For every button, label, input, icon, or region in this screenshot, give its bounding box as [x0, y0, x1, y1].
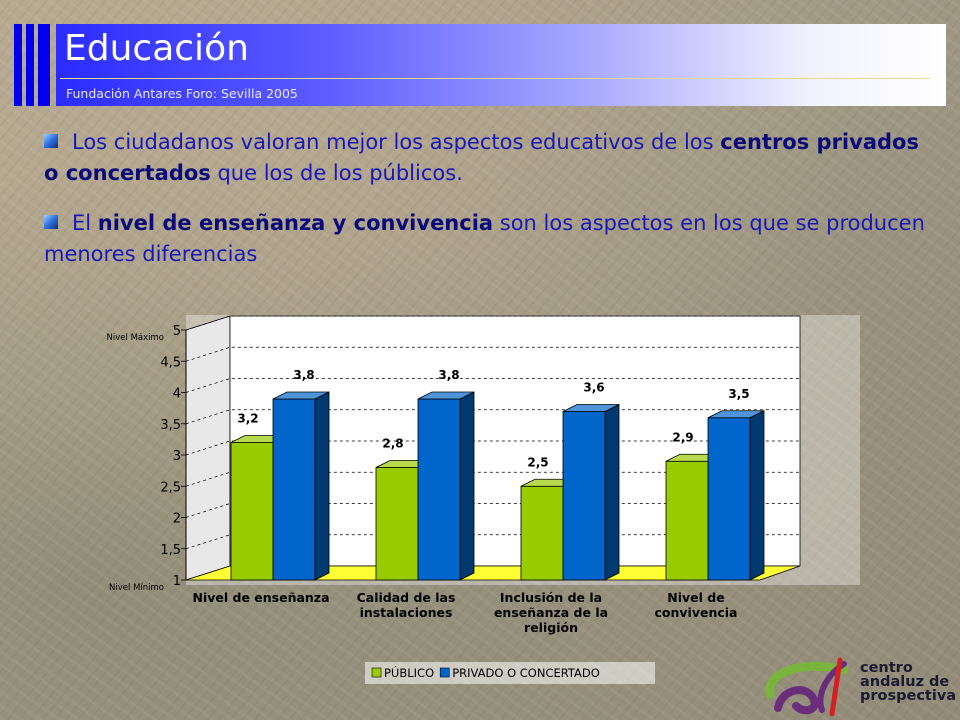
bullet-point-2: El nivel de enseñanza y convivencia son …: [44, 208, 934, 270]
data-label: 3,8: [293, 368, 314, 382]
legend-box: [365, 662, 655, 684]
y-annotation-label: Nivel Mínimo: [109, 583, 164, 593]
data-label: 2,8: [382, 437, 403, 451]
bar-top: [707, 410, 765, 419]
data-label: 2,9: [672, 430, 693, 444]
legend-swatch: [439, 667, 450, 678]
y-tick-label: 3,5: [160, 418, 181, 433]
legend-label: PÚBLICO: [384, 665, 434, 680]
logo-line-3: prospectiva: [860, 688, 957, 704]
header-band: [56, 24, 946, 106]
y-tick-label: 2: [173, 512, 181, 527]
y-tick-label: 4: [173, 387, 181, 402]
y-tick-label: 3: [173, 449, 181, 464]
x-tick-label: Nivel de enseñanza: [192, 590, 329, 605]
bullet-point-1: Los ciudadanos valoran mejor los aspecto…: [44, 127, 934, 189]
bullet-2-part-2: nivel de enseñanza y convivencia: [97, 211, 494, 235]
data-label: 3,8: [438, 368, 459, 382]
bullet-square-icon: [44, 134, 58, 148]
bullet-1-part-2: centros privados o concertados: [44, 130, 919, 185]
bar-top: [417, 391, 475, 400]
data-label: 2,5: [527, 455, 548, 469]
logo-line-1: centro: [860, 660, 913, 676]
bullet-2-part-3: son los aspectos en los que se producen …: [44, 211, 925, 266]
bar-front: [707, 417, 751, 581]
bar-front: [520, 485, 564, 581]
y-annotation-label: Nivel Máximo: [107, 333, 164, 343]
logo-text: centro andaluz de prospectiva: [860, 660, 957, 704]
data-label: 3,5: [728, 387, 749, 401]
data-label: 3,6: [583, 381, 604, 395]
x-tick-label: Calidad de las: [357, 590, 456, 605]
bar-side: [749, 410, 765, 581]
bar-front: [375, 467, 419, 581]
bullet-1-part-1: Los ciudadanos valoran mejor los aspecto…: [72, 130, 721, 154]
y-tick-label: 2,5: [160, 480, 181, 495]
bullet-square-icon: [44, 215, 58, 229]
x-tick-label: instalaciones: [360, 605, 453, 620]
gridline: [185, 315, 800, 331]
bar-front: [562, 411, 606, 581]
bar-top: [562, 404, 620, 412]
bar-side: [604, 403, 620, 581]
legend-label: PRIVADO O CONCERTADO: [452, 666, 600, 680]
bar-side: [459, 391, 475, 581]
x-tick-label: enseñanza de la: [494, 605, 608, 620]
bullet-2-part-1: El: [72, 211, 98, 235]
bar-front: [230, 442, 274, 581]
logo-icon: [765, 657, 849, 716]
bar-front: [417, 398, 461, 581]
x-tick-label: Inclusión de la: [500, 590, 602, 605]
data-label: 3,2: [237, 412, 258, 426]
gridline: [185, 378, 800, 393]
y-tick-label: 5: [173, 324, 181, 339]
logo-line-2: andaluz de: [860, 674, 950, 690]
bar-side: [314, 391, 330, 581]
bullet-1-part-3: que los de los públicos.: [210, 161, 463, 185]
bar-top: [272, 391, 330, 400]
header-accent-bars: [14, 24, 52, 106]
header-divider: [60, 78, 930, 79]
x-tick-label: religión: [524, 620, 578, 635]
x-tick-label: Nivel de: [667, 590, 724, 605]
y-tick-label: 4,5: [160, 355, 181, 370]
bar-front: [665, 460, 709, 581]
x-tick-label: convivencia: [655, 605, 738, 620]
y-tick-label: 1,5: [160, 543, 181, 558]
page-title: Educación: [64, 28, 249, 69]
gridline: [185, 346, 800, 362]
side-wall: [185, 315, 231, 581]
legend-swatch: [371, 667, 382, 678]
bar-front: [272, 398, 316, 581]
y-tick-label: 1: [173, 574, 181, 589]
page-subtitle: Fundación Antares Foro: Sevilla 2005: [66, 86, 298, 101]
